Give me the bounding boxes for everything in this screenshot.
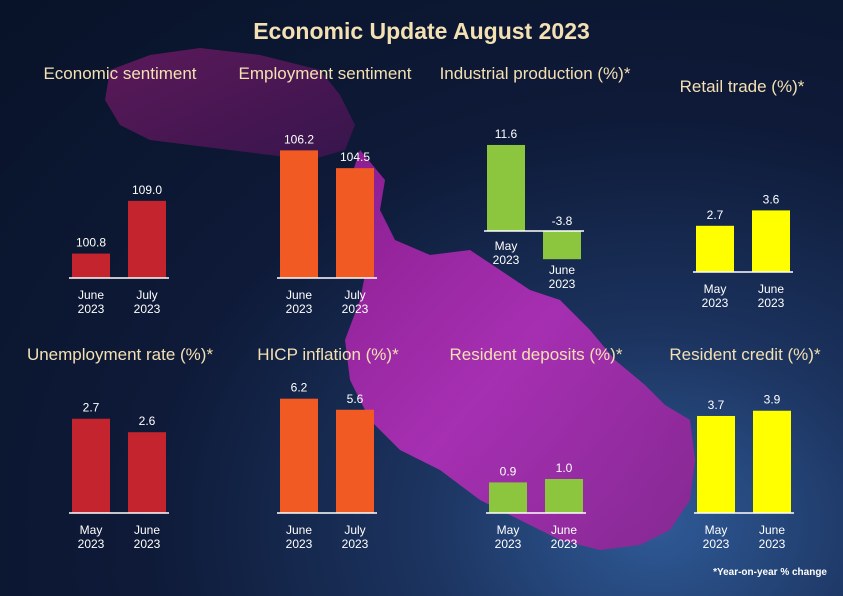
panel-title-employment-sentiment: Employment sentiment (238, 64, 412, 83)
category-label-6-1-0: June (551, 523, 577, 537)
category-label-2-0-1: 2023 (493, 253, 520, 267)
bar-6-1 (545, 479, 583, 513)
category-label-0-0-0: June (78, 288, 104, 302)
category-label-6-0-1: 2023 (495, 537, 522, 551)
bar-5-0 (280, 398, 318, 513)
bar-3-0 (696, 225, 734, 272)
data-label-4-0: 2.7 (83, 401, 100, 415)
category-label-4-0-1: 2023 (78, 537, 105, 551)
data-label-0-0: 100.8 (76, 236, 106, 250)
data-label-2-1: -3.8 (552, 214, 573, 228)
category-label-4-1-0: June (134, 523, 160, 537)
category-label-7-1-1: 2023 (759, 537, 786, 551)
category-label-2-1-0: June (549, 263, 575, 277)
bar-0-1 (128, 200, 166, 278)
malta-island-shape (345, 150, 695, 550)
bar-3-1 (752, 210, 790, 272)
data-label-3-1: 3.6 (763, 192, 780, 206)
data-label-6-0: 0.9 (500, 464, 517, 478)
data-label-3-0: 2.7 (707, 208, 724, 222)
data-label-1-0: 106.2 (284, 132, 314, 146)
category-label-3-1-1: 2023 (758, 296, 785, 310)
panel-title-industrial-production: Industrial production (%)* (439, 64, 631, 83)
data-label-0-1: 109.0 (132, 183, 162, 197)
category-label-2-0-0: May (495, 239, 518, 253)
data-label-5-1: 5.6 (347, 392, 364, 406)
panel-title-unemployment-rate: Unemployment rate (%)* (26, 345, 214, 364)
data-label-5-0: 6.2 (291, 381, 308, 395)
bar-6-0 (489, 482, 527, 513)
category-label-1-0-1: 2023 (286, 302, 313, 316)
data-label-1-1: 104.5 (340, 150, 370, 164)
category-label-1-1-1: 2023 (342, 302, 369, 316)
bar-2-1 (543, 231, 581, 260)
data-label-6-1: 1.0 (556, 461, 573, 475)
category-label-5-1-0: July (344, 523, 365, 537)
category-label-6-1-1: 2023 (551, 537, 578, 551)
category-label-0-0-1: 2023 (78, 302, 105, 316)
category-label-5-0-1: 2023 (286, 537, 313, 551)
panel-title-resident-credit: Resident credit (%)* (669, 345, 821, 364)
category-label-3-0-1: 2023 (702, 296, 729, 310)
bar-7-0 (697, 415, 735, 513)
data-label-4-1: 2.6 (139, 414, 156, 428)
bar-5-1 (336, 409, 374, 513)
category-label-5-1-1: 2023 (342, 537, 369, 551)
panel-title-hicp-inflation: HICP inflation (%)* (257, 345, 399, 364)
category-label-0-1-0: July (136, 288, 157, 302)
category-label-3-0-0: May (704, 282, 727, 296)
category-label-0-1-1: 2023 (134, 302, 161, 316)
bar-0-0 (72, 253, 110, 278)
bar-1-1 (336, 168, 374, 278)
data-label-7-1: 3.9 (764, 393, 781, 407)
category-label-4-0-0: May (80, 523, 103, 537)
category-label-7-0-0: May (705, 523, 728, 537)
data-label-2-0: 11.6 (495, 127, 518, 141)
panel-title-resident-deposits: Resident deposits (%)* (449, 345, 623, 364)
category-label-4-1-1: 2023 (134, 537, 161, 551)
category-label-3-1-0: June (758, 282, 784, 296)
panel-title-economic-sentiment: Economic sentiment (43, 64, 197, 83)
bar-7-1 (753, 410, 791, 513)
category-label-5-0-0: June (286, 523, 312, 537)
category-label-2-1-1: 2023 (549, 277, 576, 291)
bar-4-1 (128, 432, 166, 513)
bar-2-0 (487, 144, 525, 231)
category-label-1-0-0: June (286, 288, 312, 302)
gozo-island-shape (105, 48, 355, 160)
infographic-title: Economic Update August 2023 (253, 18, 590, 44)
category-label-6-0-0: May (497, 523, 520, 537)
category-label-1-1-0: July (344, 288, 365, 302)
panel-title-retail-trade: Retail trade (%)* (679, 77, 805, 96)
footnote: *Year-on-year % change (713, 567, 827, 578)
bar-4-0 (72, 418, 110, 513)
category-label-7-1-0: June (759, 523, 785, 537)
data-label-7-0: 3.7 (708, 398, 725, 412)
bar-1-0 (280, 150, 318, 278)
category-label-7-0-1: 2023 (703, 537, 730, 551)
